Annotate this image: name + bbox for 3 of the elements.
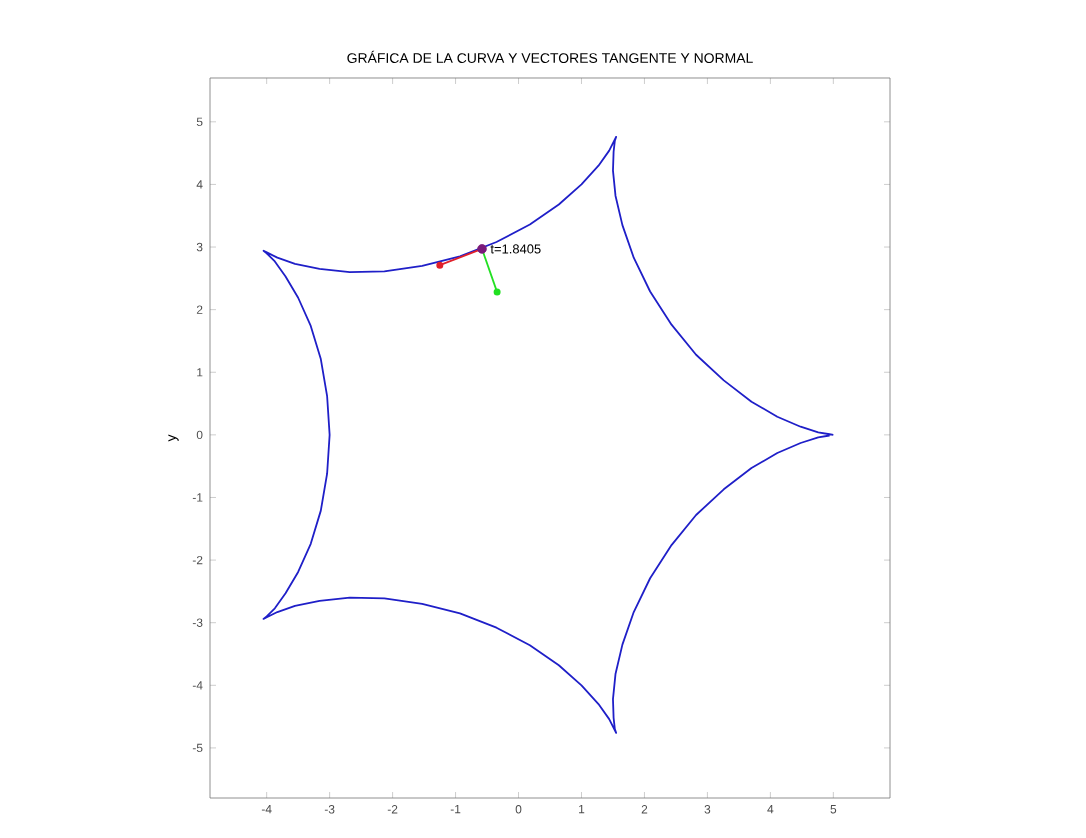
point xyxy=(493,288,501,296)
line-series xyxy=(262,135,835,734)
point xyxy=(436,261,444,269)
